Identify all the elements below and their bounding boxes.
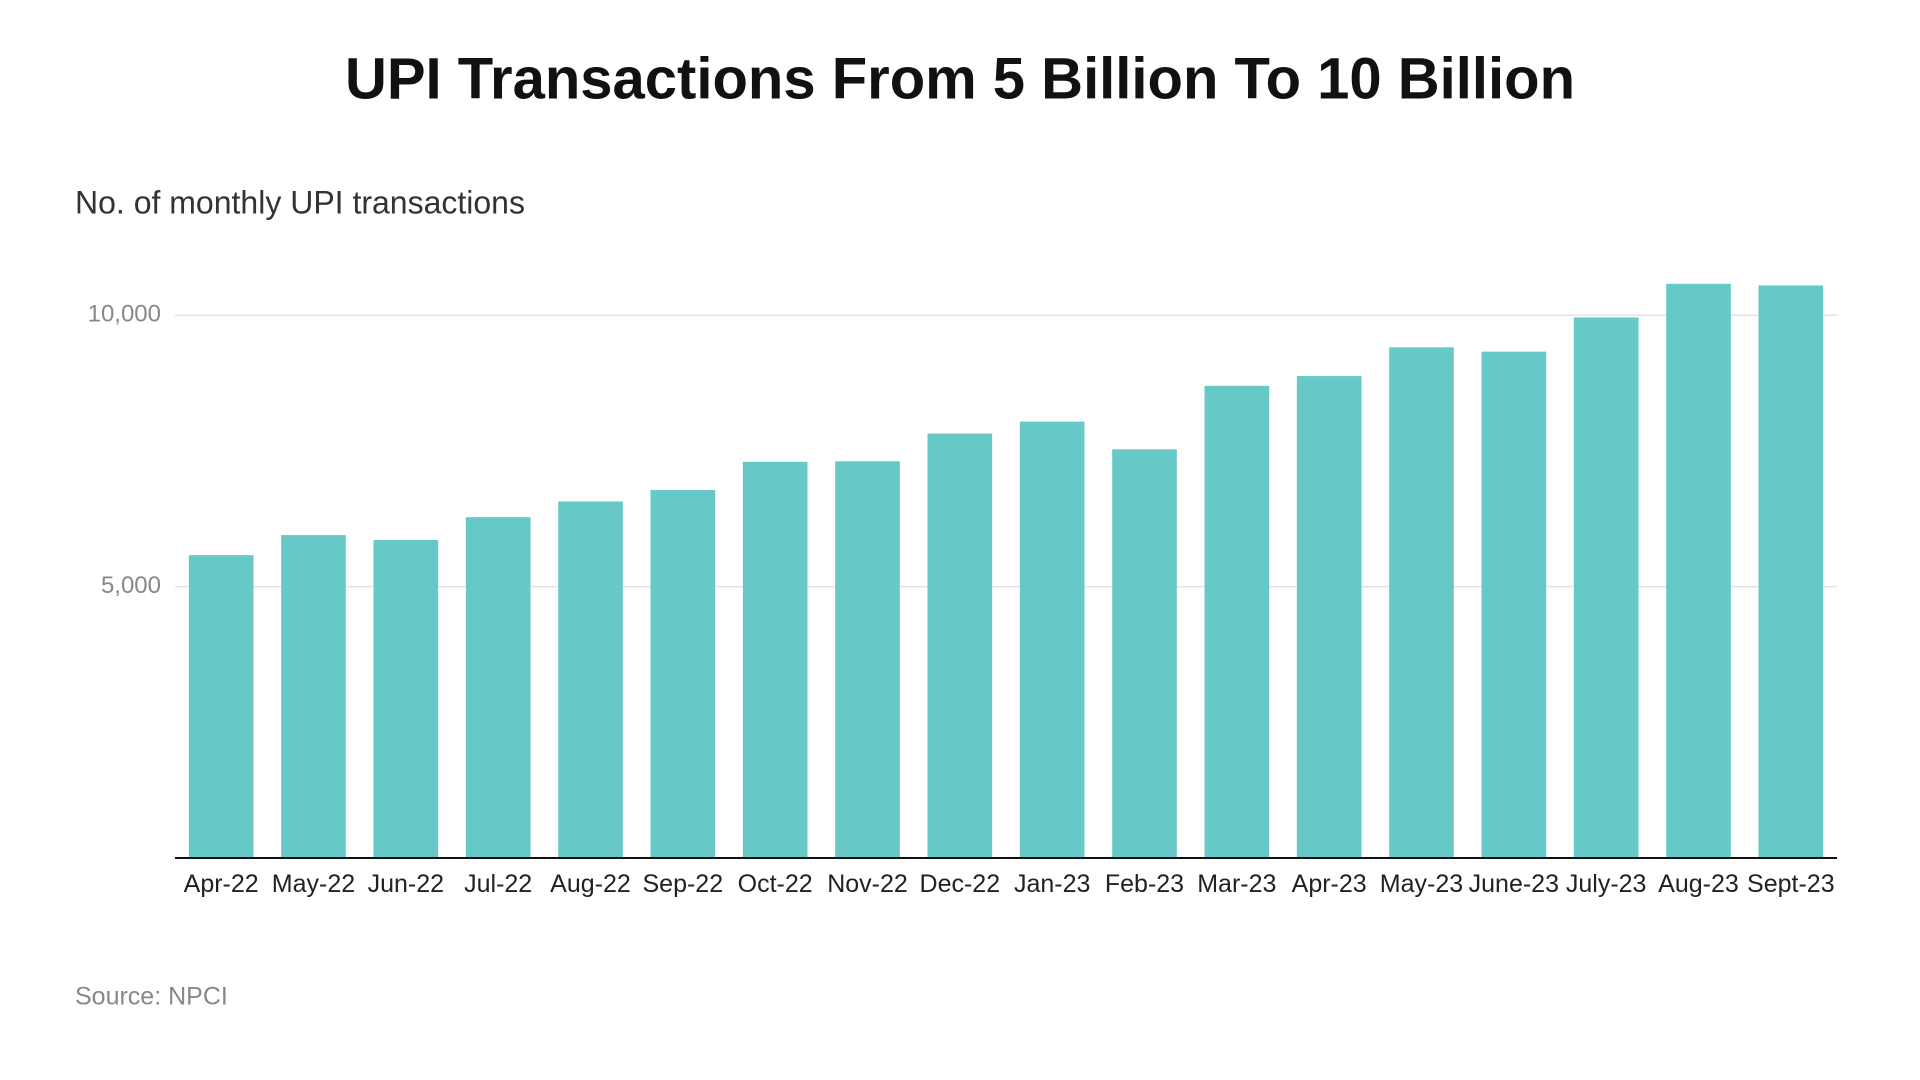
bar	[742, 461, 808, 858]
x-tick-label: Apr-23	[1291, 870, 1367, 898]
bar	[650, 490, 716, 858]
y-tick-label: 5,000	[101, 572, 161, 599]
x-tick-label: Jun-22	[367, 870, 445, 898]
bar	[1666, 283, 1731, 858]
x-tick-label: July-23	[1565, 870, 1647, 898]
x-tick-label: Mar-23	[1197, 870, 1277, 898]
bar	[558, 501, 623, 858]
chart-subtitle: No. of monthly UPI transactions	[75, 184, 525, 220]
x-tick-label: Aug-22	[550, 870, 631, 898]
x-tick-label: Jul-22	[464, 870, 533, 898]
x-tick-label: May-22	[271, 870, 356, 898]
bar	[927, 433, 993, 858]
bar	[1296, 376, 1362, 858]
source-note: Source: NPCI	[75, 983, 228, 1011]
bar	[465, 517, 531, 858]
bar	[373, 539, 439, 858]
bar	[835, 461, 900, 858]
bar	[1573, 317, 1639, 859]
chart-title: UPI Transactions From 5 Billion To 10 Bi…	[345, 46, 1575, 111]
bar	[1389, 347, 1454, 858]
bar	[1481, 351, 1547, 858]
x-tick-label: Oct-22	[737, 870, 813, 898]
x-tick-label: Sep-22	[642, 870, 724, 898]
bar	[1019, 421, 1085, 858]
x-tick-label: Jan-23	[1013, 870, 1091, 898]
x-tick-label: Aug-23	[1658, 870, 1739, 898]
bar	[1112, 449, 1177, 858]
x-tick-label: Dec-22	[919, 870, 1001, 898]
x-tick-label: June-23	[1468, 870, 1559, 898]
x-tick-label: Apr-22	[183, 870, 259, 898]
bar	[188, 555, 254, 858]
x-tick-label: Sept-23	[1747, 870, 1835, 898]
bar	[1758, 285, 1824, 858]
x-tick-label: May-23	[1379, 870, 1464, 898]
x-tick-label: Feb-23	[1104, 870, 1185, 898]
bar	[281, 535, 346, 858]
bar	[1204, 385, 1270, 858]
x-tick-label: Nov-22	[827, 870, 908, 898]
y-tick-label: 10,000	[88, 301, 161, 328]
